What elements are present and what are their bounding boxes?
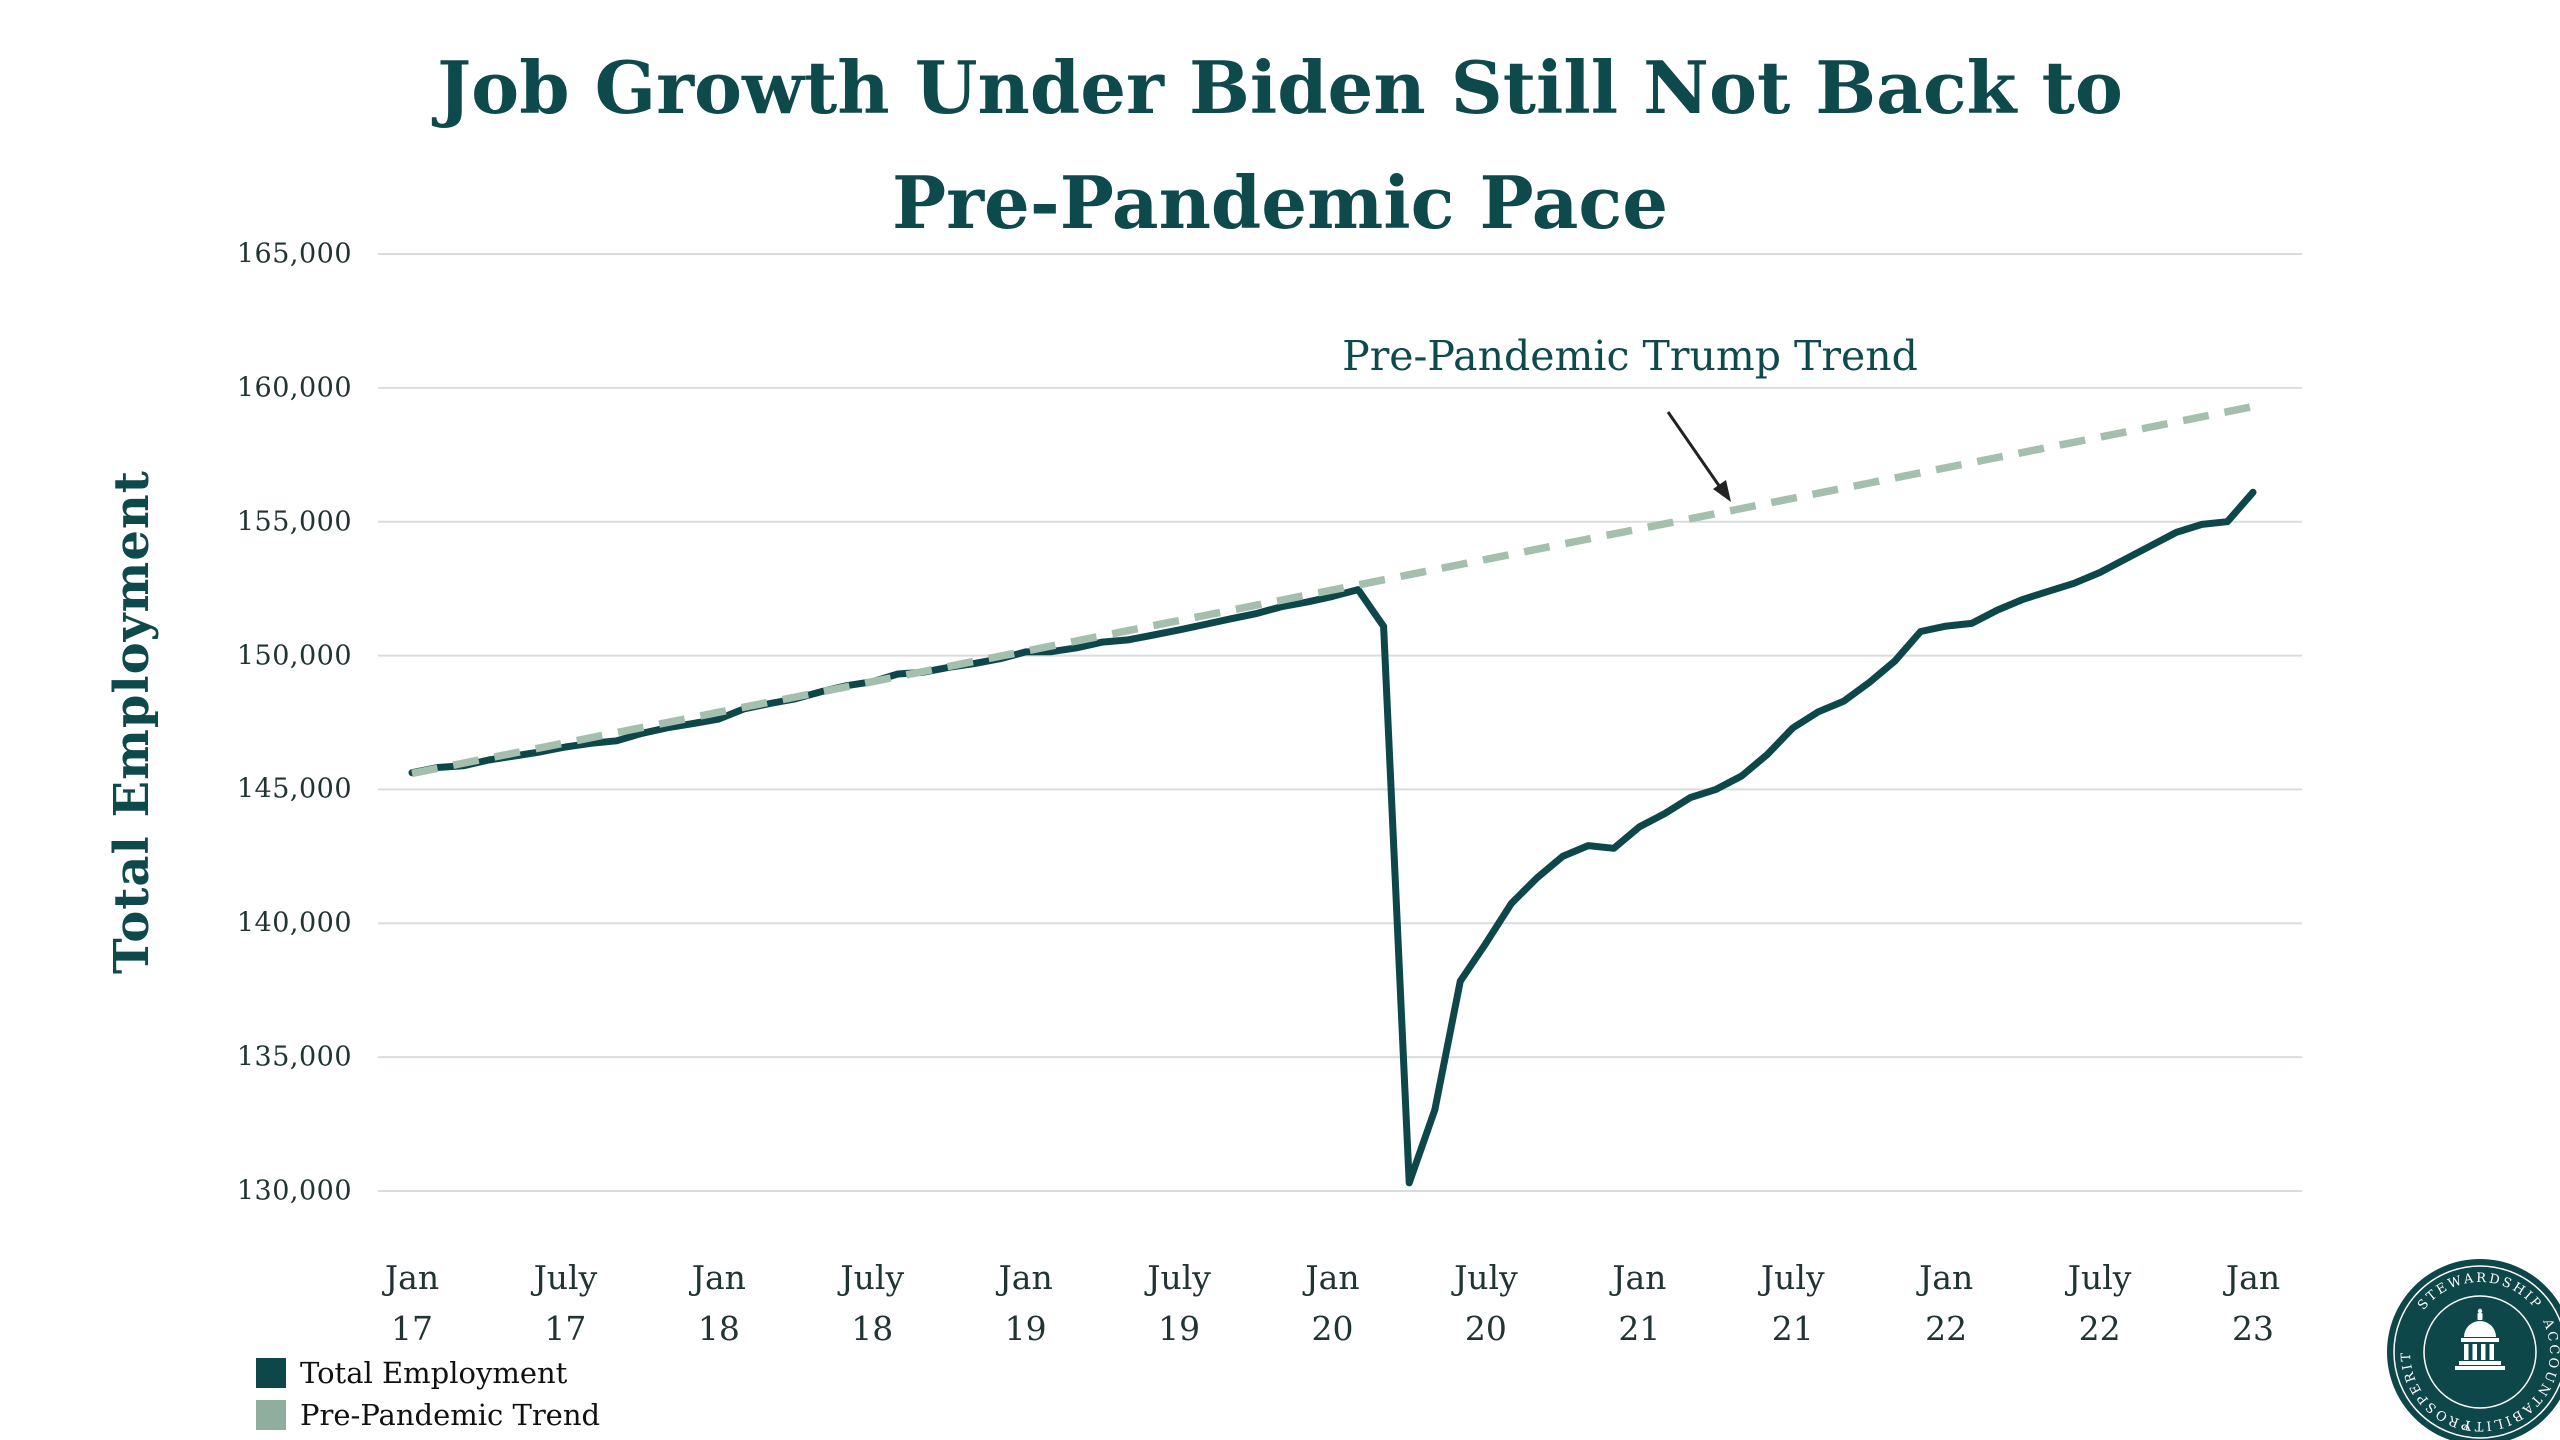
- y-tick-label: 150,000: [236, 640, 352, 672]
- chart-title-line2: Pre-Pandemic Pace: [891, 160, 1669, 246]
- x-tick-label: Jan 23: [2226, 1252, 2280, 1354]
- x-tick-label: Jan 21: [1612, 1252, 1666, 1354]
- x-tick-month: July: [533, 1258, 598, 1297]
- x-tick-label: July 22: [2068, 1252, 2132, 1354]
- x-tick-year: 21: [1618, 1309, 1661, 1349]
- y-tick-label: 145,000: [236, 773, 352, 805]
- total-employment-line: [408, 488, 2257, 1187]
- x-tick-label: July 19: [1147, 1252, 1211, 1354]
- x-tick-year: 18: [697, 1309, 740, 1349]
- x-tick-year: 20: [1464, 1309, 1507, 1349]
- y-tick-label: 130,000: [236, 1175, 352, 1207]
- x-tick-label: Jan 17: [385, 1252, 439, 1354]
- x-tick-month: Jan: [1612, 1258, 1667, 1297]
- y-tick-label: 155,000: [236, 506, 352, 538]
- x-tick-label: July 20: [1454, 1252, 1518, 1354]
- x-tick-month: Jan: [691, 1258, 746, 1297]
- legend-item-pre-pandemic-trend: Pre-Pandemic Trend: [256, 1398, 600, 1432]
- org-seal-logo: STEWARDSHIP ACCOUNTABILITY PROSPERITY: [2385, 1257, 2560, 1440]
- x-tick-year: 21: [1771, 1309, 1814, 1349]
- x-tick-month: Jan: [1919, 1258, 1974, 1297]
- seal-inner-ring: [2423, 1295, 2537, 1409]
- x-tick-year: 17: [544, 1309, 587, 1349]
- x-tick-year: 17: [390, 1309, 433, 1349]
- legend-swatch-total-employment: [256, 1358, 286, 1388]
- x-tick-label: July 17: [534, 1252, 598, 1354]
- y-tick-label: 160,000: [236, 372, 352, 404]
- legend-label-total-employment: Total Employment: [300, 1356, 568, 1390]
- y-tick-label: 165,000: [236, 238, 352, 270]
- x-tick-month: Jan: [2225, 1258, 2281, 1297]
- x-tick-month: July: [1760, 1258, 1825, 1297]
- x-tick-label: Jan 22: [1919, 1252, 1973, 1354]
- legend-label-pre-pandemic-trend: Pre-Pandemic Trend: [300, 1398, 601, 1432]
- x-tick-year: 20: [1311, 1309, 1354, 1349]
- x-tick-label: July 21: [1761, 1252, 1825, 1354]
- legend-swatch-pre-pandemic-trend: [256, 1400, 286, 1430]
- x-tick-year: 19: [1004, 1309, 1047, 1349]
- x-tick-month: Jan: [998, 1258, 1053, 1297]
- x-tick-label: Jan 18: [692, 1252, 746, 1354]
- pre-pandemic-trend-line: [411, 402, 2254, 778]
- x-tick-month: July: [840, 1258, 905, 1297]
- x-tick-month: Jan: [1305, 1258, 1360, 1297]
- x-tick-month: Jan: [384, 1258, 440, 1297]
- gridlines: [378, 253, 2302, 1192]
- x-tick-year: 19: [1158, 1309, 1201, 1349]
- x-tick-label: Jan 19: [999, 1252, 1053, 1354]
- x-tick-year: 18: [851, 1309, 894, 1349]
- x-tick-label: July 18: [840, 1252, 904, 1354]
- x-tick-year: 22: [1925, 1309, 1968, 1349]
- x-tick-year: 22: [2078, 1309, 2121, 1349]
- legend-item-total-employment: Total Employment: [256, 1356, 600, 1390]
- capitol-building-icon: [2455, 1308, 2505, 1370]
- y-tick-label: 140,000: [236, 907, 352, 939]
- chart-title: Job Growth Under Biden Still Not Back to…: [0, 30, 2560, 260]
- seal-outer-ring: [2393, 1265, 2560, 1439]
- x-tick-year: 23: [2231, 1309, 2274, 1349]
- annotation-label: Pre-Pandemic Trump Trend: [1342, 332, 1918, 380]
- x-tick-month: July: [2067, 1258, 2132, 1297]
- x-tick-label: Jan 20: [1305, 1252, 1359, 1354]
- series-lines: [408, 402, 2257, 1187]
- y-tick-label: 135,000: [236, 1041, 352, 1073]
- annotation-arrow-icon: [1666, 411, 1731, 502]
- x-tick-month: July: [1147, 1258, 1211, 1297]
- legend: Total Employment Pre-Pandemic Trend: [256, 1356, 600, 1440]
- chart-title-line1: Job Growth Under Biden Still Not Back to: [437, 45, 2123, 130]
- x-tick-month: July: [1454, 1258, 1518, 1297]
